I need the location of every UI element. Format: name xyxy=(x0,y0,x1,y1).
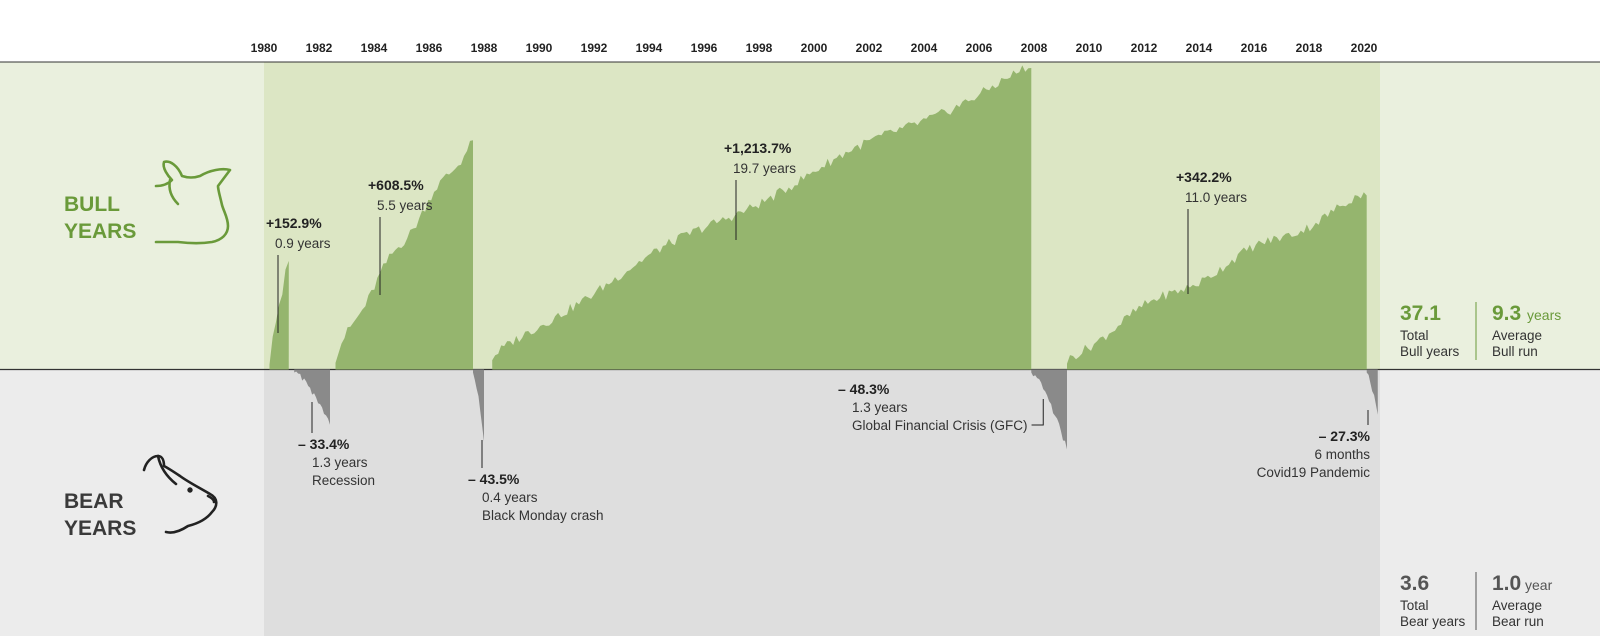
bear-loss-label-4: – 27.3% xyxy=(1319,428,1371,444)
x-tick-2012: 2012 xyxy=(1131,41,1158,55)
bear-total-value: 3.6 xyxy=(1400,572,1429,595)
x-tick-2008: 2008 xyxy=(1021,41,1048,55)
bear-area-2 xyxy=(473,369,484,442)
bull-avg-value: 9.3 xyxy=(1492,302,1521,325)
bear-avg-value: 1.0 xyxy=(1492,572,1521,595)
x-tick-1996: 1996 xyxy=(691,41,718,55)
annotations: +152.9% 0.9 years +608.5% 5.5 years +1,213.7… xyxy=(266,140,1371,523)
bear-icon xyxy=(142,454,218,534)
bull-avg-line2: Bull run xyxy=(1492,344,1538,359)
x-tick-2020: 2020 xyxy=(1351,41,1378,55)
bear-event-label-2: Black Monday crash xyxy=(482,508,604,523)
bear-avg-unit: year xyxy=(1525,577,1553,593)
bear-event-label-1: Recession xyxy=(312,473,375,488)
x-tick-2014: 2014 xyxy=(1186,41,1213,55)
bear-plot-panel xyxy=(264,370,1380,636)
x-tick-1990: 1990 xyxy=(526,41,553,55)
bear-duration-label-1: 1.3 years xyxy=(312,455,368,470)
bear-event-label-3: Global Financial Crisis (GFC) xyxy=(852,418,1028,433)
bear-loss-label-2: – 43.5% xyxy=(468,471,520,487)
bull-avg-unit: years xyxy=(1527,307,1561,323)
bull-label-line1: BULL xyxy=(64,193,120,216)
x-tick-2002: 2002 xyxy=(856,41,883,55)
bull-duration-label-1: 0.9 years xyxy=(275,236,331,251)
bear-area-4 xyxy=(1366,369,1378,415)
bear-loss-label-3: – 48.3% xyxy=(838,381,890,397)
bear-avg-line2: Bear run xyxy=(1492,614,1544,629)
bull-avg-line1: Average xyxy=(1492,328,1542,343)
x-tick-1988: 1988 xyxy=(471,41,498,55)
bear-area-3 xyxy=(1031,369,1067,450)
x-axis-ticks: 1980 1982 1984 1986 1988 1990 1992 1994 1996 1998… xyxy=(251,41,1378,55)
bear-loss-label-1: – 33.4% xyxy=(298,436,350,452)
bear-callout-line-3 xyxy=(1031,399,1044,426)
bear-duration-label-3: 1.3 years xyxy=(852,400,908,415)
bear-event-label-4: Covid19 Pandemic xyxy=(1257,465,1371,480)
x-tick-1986: 1986 xyxy=(416,41,443,55)
bear-duration-label-2: 0.4 years xyxy=(482,490,538,505)
bull-duration-label-2: 5.5 years xyxy=(377,198,433,213)
bull-total-value: 37.1 xyxy=(1400,302,1441,325)
x-tick-2000: 2000 xyxy=(801,41,828,55)
bull-gain-label-3: +1,213.7% xyxy=(724,140,792,156)
x-tick-2004: 2004 xyxy=(911,41,938,55)
bull-total-line2: Bull years xyxy=(1400,344,1460,359)
bear-label-line2: YEARS xyxy=(64,517,136,540)
bear-total-line1: Total xyxy=(1400,598,1429,613)
x-tick-1980: 1980 xyxy=(251,41,278,55)
bull-gain-label-1: +152.9% xyxy=(266,215,322,231)
bull-area-3 xyxy=(492,65,1032,370)
x-tick-1982: 1982 xyxy=(306,41,333,55)
x-tick-2016: 2016 xyxy=(1241,41,1268,55)
bull-gain-label-4: +342.2% xyxy=(1176,169,1232,185)
bear-label-line1: BEAR xyxy=(64,490,124,513)
bull-gain-label-2: +608.5% xyxy=(368,177,424,193)
x-tick-1984: 1984 xyxy=(361,41,388,55)
bull-duration-label-4: 11.0 years xyxy=(1185,190,1247,205)
bull-areas xyxy=(269,65,1367,370)
bull-duration-label-3: 19.7 years xyxy=(733,161,796,176)
bear-duration-label-4: 6 months xyxy=(1314,447,1370,462)
x-tick-1994: 1994 xyxy=(636,41,663,55)
x-tick-1998: 1998 xyxy=(746,41,773,55)
bear-avg-line1: Average xyxy=(1492,598,1542,613)
x-tick-2006: 2006 xyxy=(966,41,993,55)
x-tick-2018: 2018 xyxy=(1296,41,1323,55)
x-tick-1992: 1992 xyxy=(581,41,608,55)
bull-label-line2: YEARS xyxy=(64,220,136,243)
bear-areas xyxy=(294,369,1378,450)
bull-icon xyxy=(154,160,232,245)
x-tick-2010: 2010 xyxy=(1076,41,1103,55)
bull-area-4 xyxy=(1067,192,1367,370)
bull-area-1 xyxy=(269,260,289,370)
bear-area-1 xyxy=(294,369,330,425)
bull-area-2 xyxy=(335,140,473,370)
bull-total-line1: Total xyxy=(1400,328,1429,343)
bear-total-line2: Bear years xyxy=(1400,614,1466,629)
